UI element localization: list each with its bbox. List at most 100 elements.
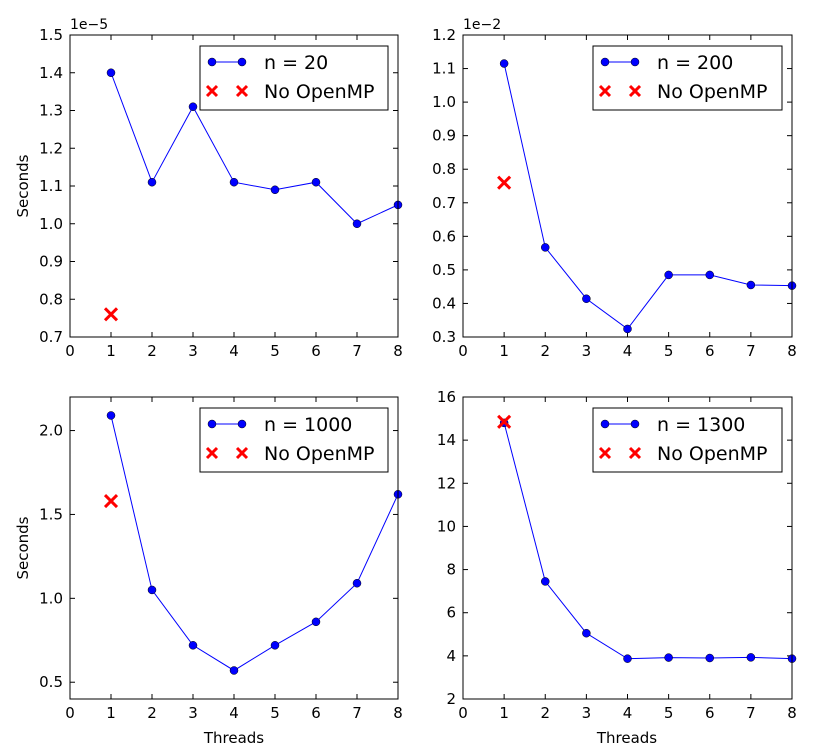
y-tick-label: 0.7: [432, 194, 456, 212]
x-tick-label: 0: [458, 704, 468, 722]
x-axis-label: Threads: [596, 729, 657, 747]
subplot-n1000: 0 1 2 3 4 5 6 7 8 0.5 1.0 1.5 2.0 Seconds Threads n…: [14, 396, 403, 747]
legend-marker: [600, 57, 610, 67]
data-point: [188, 102, 198, 111]
plot-frame: [462, 34, 793, 338]
data-point: [229, 177, 239, 187]
x-tick-label: 7: [352, 704, 362, 722]
y-tick-label: 1.0: [39, 589, 63, 607]
data-point: [499, 59, 509, 68]
plot-frame: [462, 396, 793, 700]
y-tick-label: 14: [437, 431, 456, 449]
offset-text: 1e−2: [463, 17, 501, 33]
data-point: [705, 270, 714, 280]
x-tick-label: 5: [270, 342, 280, 360]
x-tick-label: 2: [540, 342, 550, 360]
data-point: [147, 177, 157, 187]
x-tick-label: 8: [787, 704, 797, 722]
x-ticks: 0 1 2 3 4 5 6 7 8: [458, 397, 797, 722]
legend-marker: [237, 57, 247, 67]
legend-marker: [600, 419, 610, 429]
y-tick-label: 2: [446, 690, 456, 708]
data-point: [311, 617, 321, 627]
legend: n = 200 No OpenMP: [592, 45, 783, 111]
data-point: [582, 628, 591, 638]
subplot-n200: 0 1 2 3 4 5 6 7 8 0.3 0.4 0.5 0.6 0.7 0.8 0.9 1.0 1.1 1.2…: [432, 17, 797, 360]
legend: n = 1000 No OpenMP: [199, 407, 389, 473]
y-tick-label: 16: [437, 388, 456, 406]
x-tick-label: 1: [106, 704, 116, 722]
y-tick-label: 1.1: [39, 177, 63, 195]
y-tick-label: 0.3: [432, 328, 456, 346]
plot-frame: [69, 34, 399, 338]
x-tick-label: 4: [623, 704, 633, 722]
x-tick-label: 0: [458, 342, 468, 360]
x-tick-label: 6: [311, 342, 321, 360]
y-tick-label: 1.0: [432, 93, 456, 111]
y-tick-label: 1.5: [39, 505, 63, 523]
legend-label: n = 20: [264, 52, 328, 74]
x-tick-label: 8: [393, 704, 403, 722]
series-layer: [497, 414, 797, 663]
x-tick-label: 0: [65, 704, 75, 722]
legend-x-marker: [598, 446, 642, 460]
data-point: [270, 641, 280, 650]
y-tick-label: 1.2: [432, 26, 456, 44]
y-tick-label: 0.5: [39, 673, 63, 691]
x-tick-label: 1: [499, 342, 509, 360]
y-tick-label: 0.9: [39, 253, 63, 271]
data-point: [311, 177, 321, 187]
data-point: [541, 243, 550, 252]
data-point: [352, 578, 362, 588]
y-tick-label: 0.4: [432, 294, 456, 312]
subplot-n20: 0 1 2 3 4 5 6 7 8 0.7 0.8 0.9 1.0 1.1 1.2 1.3 1.4 1.5 1e…: [14, 17, 403, 360]
y-tick-label: 6: [446, 604, 456, 622]
legend-marker: [237, 419, 247, 429]
no-openmp-point: [497, 175, 512, 190]
y-tick-label: 0.8: [39, 290, 63, 308]
y-tick-label: 10: [437, 517, 456, 535]
x-tick-label: 1: [106, 342, 116, 360]
legend-box: [592, 407, 783, 473]
data-point: [106, 68, 116, 77]
data-point: [188, 641, 198, 650]
y-tick-label: 0.8: [432, 160, 456, 178]
legend-x-marker: [205, 446, 249, 460]
legend-x-marker: [205, 84, 249, 98]
x-tick-label: 6: [705, 704, 715, 722]
x-tick-label: 3: [188, 342, 198, 360]
x-tick-label: 0: [65, 342, 75, 360]
x-tick-label: 6: [705, 342, 715, 360]
y-tick-label: 1.5: [39, 26, 63, 44]
no-openmp-point: [103, 307, 119, 322]
x-tick-label: 8: [393, 342, 403, 360]
y-ticks: 0.3 0.4 0.5 0.6 0.7 0.8 0.9 1.0 1.1 1.2: [432, 26, 792, 346]
plot-frame: [69, 396, 399, 700]
y-tick-label: 1.3: [39, 102, 63, 120]
offset-text: 1e−5: [70, 17, 108, 33]
data-point: [664, 653, 673, 662]
data-point: [746, 653, 756, 662]
legend-label: No OpenMP: [657, 81, 767, 103]
x-tick-label: 3: [582, 342, 592, 360]
legend-box: [592, 45, 783, 111]
legend-box: [199, 407, 389, 473]
data-point: [147, 585, 157, 595]
x-tick-label: 2: [147, 342, 157, 360]
y-tick-label: 0.9: [432, 127, 456, 145]
x-tick-label: 8: [787, 342, 797, 360]
series-layer: [103, 68, 403, 322]
x-tick-label: 5: [270, 704, 280, 722]
data-point: [541, 577, 550, 586]
data-point: [229, 666, 239, 675]
x-tick-label: 7: [352, 342, 362, 360]
legend-label: n = 1000: [264, 414, 352, 436]
x-ticks: 0 1 2 3 4 5 6 7 8: [458, 35, 797, 360]
legend-label: No OpenMP: [264, 443, 374, 465]
series-line: [110, 415, 399, 672]
no-openmp-point: [103, 493, 119, 509]
x-tick-label: 6: [311, 704, 321, 722]
y-tick-label: 1.2: [39, 139, 63, 157]
legend-marker: [630, 419, 640, 429]
